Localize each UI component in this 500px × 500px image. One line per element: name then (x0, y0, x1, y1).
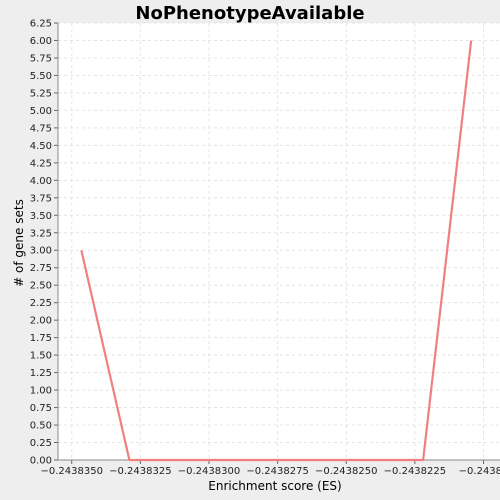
x-tick-label: −0.2438350 (40, 466, 102, 477)
y-tick-label: 2.00 (30, 316, 52, 327)
x-tick-label: −0.2438225 (384, 466, 446, 477)
y-tick-label: 1.00 (30, 386, 52, 397)
y-tick-label: 6.25 (30, 19, 52, 30)
x-tick-label: −0.2438325 (109, 466, 171, 477)
x-axis-label: Enrichment score (ES) (208, 479, 341, 493)
y-tick-label: 5.00 (30, 106, 52, 117)
y-tick-label: 1.25 (30, 368, 52, 379)
x-tick-label: −0.2438300 (178, 466, 240, 477)
y-tick-label: 3.00 (30, 246, 52, 257)
y-tick-label: 4.50 (30, 141, 52, 152)
y-tick-label: 3.50 (30, 211, 52, 222)
y-tick-label: 4.75 (30, 123, 52, 134)
axes: 0.00 0.25 0.50 0.75 1.00 1.25 1.50 1.75 2.00 2.25… (30, 19, 500, 477)
y-tick-label: 5.75 (30, 53, 52, 64)
y-tick-label: 2.75 (30, 263, 52, 274)
x-tick-label: −0.2438250 (315, 466, 377, 477)
y-tick-label: 2.50 (30, 281, 52, 292)
y-tick-label: 0.50 (30, 421, 52, 432)
y-tick-label: 0.00 (30, 456, 52, 467)
x-tick-label: −0.2438275 (246, 466, 308, 477)
y-tick-label: 3.75 (30, 193, 52, 204)
plot-area (58, 23, 500, 460)
series-layer (80, 40, 473, 462)
y-tick-label: 4.25 (30, 158, 52, 169)
y-tick-label: 4.00 (30, 176, 52, 187)
y-tick-label: 2.25 (30, 298, 52, 309)
y-axis-label: # of gene sets (12, 199, 26, 287)
grid (58, 22, 500, 461)
y-tick-label: 1.75 (30, 333, 52, 344)
chart-title: NoPhenotypeAvailable (135, 3, 364, 24)
y-tick-label: 0.75 (30, 403, 52, 414)
x-tick-label: −0.24382 (459, 466, 500, 477)
y-tick-label: 3.25 (30, 228, 52, 239)
y-tick-label: 5.50 (30, 71, 52, 82)
y-tick-label: 0.25 (30, 438, 52, 449)
series-line (80, 40, 473, 462)
y-tick-label: 1.50 (30, 351, 52, 362)
y-tick-label: 5.25 (30, 88, 52, 99)
y-tick-label: 6.00 (30, 36, 52, 47)
